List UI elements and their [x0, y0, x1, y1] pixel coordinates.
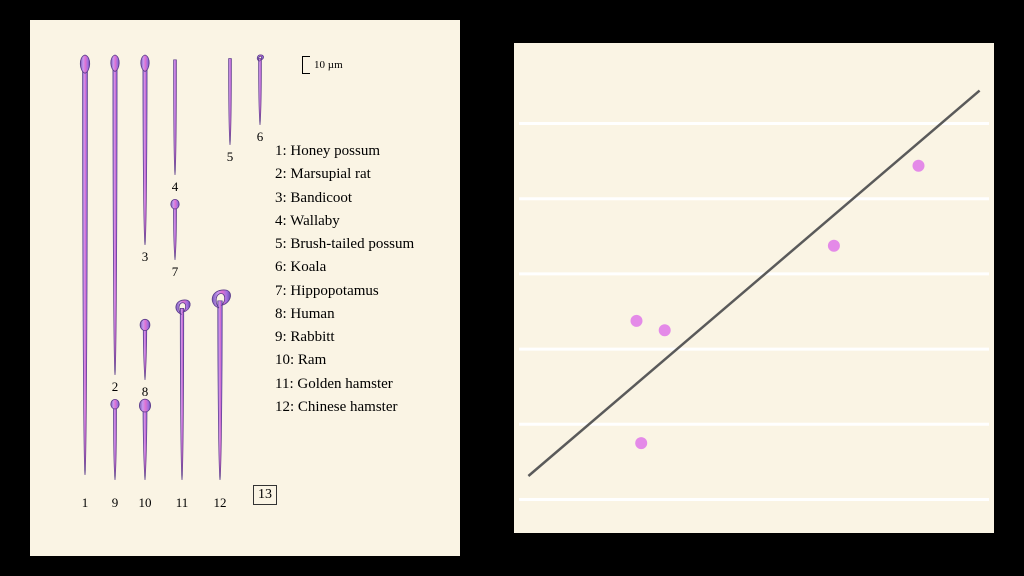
legend-number: 10 — [275, 352, 290, 368]
scatter-point — [631, 315, 643, 327]
legend-name: Bandicoot — [290, 190, 352, 206]
sperm-number-label: 6 — [257, 129, 264, 145]
scale-bar-label: 10 µm — [314, 59, 343, 71]
legend-number: 8 — [275, 306, 283, 322]
sperm-tail — [143, 328, 147, 380]
sperm-number-label: 1 — [82, 495, 89, 511]
sperm-number-label: 3 — [142, 249, 149, 265]
legend-row: 4: Wallaby — [275, 210, 414, 233]
legend-row: 8: Human — [275, 303, 414, 326]
legend-row: 11: Golden hamster — [275, 373, 414, 396]
legend-row: 3: Bandicoot — [275, 187, 414, 210]
sperm-tail — [83, 66, 88, 475]
sperm-tail — [114, 407, 117, 480]
legend-row: 6: Koala — [275, 256, 414, 279]
sperm-number-label: 5 — [227, 149, 234, 165]
sperm-tail — [174, 207, 177, 260]
legend-row: 12: Chinese hamster — [275, 396, 414, 419]
sperm-tail — [180, 308, 184, 480]
legend-row: 1: Honey possum — [275, 140, 414, 163]
legend-name: Marsupial rat — [290, 166, 370, 182]
sperm-head — [80, 55, 89, 73]
sperm-head — [171, 199, 179, 209]
legend-name: Ram — [298, 352, 326, 368]
legend-name: Honey possum — [290, 143, 380, 159]
legend-number: 6 — [275, 259, 283, 275]
legend-number: 4 — [275, 213, 283, 229]
sperm-head — [111, 399, 119, 409]
scale-bar-bracket — [302, 56, 310, 74]
legend-name: Hippopotamus — [290, 283, 378, 299]
sperm-tail — [113, 65, 117, 375]
legend-name: Golden hamster — [297, 376, 392, 392]
legend-number: 12 — [275, 399, 290, 415]
scatter-point — [828, 240, 840, 252]
sperm-head — [212, 290, 230, 308]
sperm-head — [176, 300, 190, 314]
legend-row: 10: Ram — [275, 349, 414, 372]
scatter-point — [659, 324, 671, 336]
sperm-head — [140, 319, 150, 330]
sperm-figure-panel: 10 µm 1: Honey possum2: Marsupial rat3: … — [30, 20, 460, 556]
sperm-tail — [229, 59, 232, 145]
sperm-number-label: 12 — [214, 495, 227, 511]
scatter-point — [635, 437, 647, 449]
sperm-number-label: 2 — [112, 379, 119, 395]
sperm-tail — [218, 301, 223, 480]
legend-row: 2: Marsupial rat — [275, 163, 414, 186]
legend-name: Koala — [290, 259, 326, 275]
sperm-tail — [259, 59, 262, 125]
legend-number: 5 — [275, 236, 283, 252]
regression-line — [528, 91, 979, 476]
sperm-number-label: 7 — [172, 264, 179, 280]
species-legend: 1: Honey possum2: Marsupial rat3: Bandic… — [275, 140, 414, 419]
legend-name: Brush-tailed possum — [290, 236, 414, 252]
sperm-tail — [143, 65, 147, 245]
legend-number: 2 — [275, 166, 283, 182]
label-13: 13 — [253, 485, 277, 505]
legend-name: Human — [290, 306, 334, 322]
sperm-tail — [143, 410, 147, 480]
sperm-head — [139, 399, 150, 412]
legend-number: 3 — [275, 190, 283, 206]
scale-bar: 10 µm — [302, 56, 343, 74]
legend-row: 7: Hippopotamus — [275, 280, 414, 303]
scatter-svg — [514, 43, 994, 533]
sperm-tail — [174, 60, 177, 175]
sperm-head — [141, 55, 149, 71]
scatter-panel — [514, 43, 994, 533]
legend-number: 1 — [275, 143, 283, 159]
legend-row: 9: Rabbitt — [275, 326, 414, 349]
sperm-number-label: 9 — [112, 495, 119, 511]
sperm-head — [111, 55, 119, 71]
sperm-number-label: 8 — [142, 384, 149, 400]
legend-number: 7 — [275, 283, 283, 299]
sperm-number-label: 4 — [172, 179, 179, 195]
legend-row: 5: Brush-tailed possum — [275, 233, 414, 256]
scatter-point — [913, 160, 925, 172]
sperm-head — [257, 55, 263, 61]
legend-name: Chinese hamster — [298, 399, 398, 415]
sperm-number-label: 11 — [176, 495, 189, 511]
legend-number: 9 — [275, 329, 283, 345]
sperm-number-label: 10 — [139, 495, 152, 511]
legend-name: Rabbitt — [290, 329, 334, 345]
legend-number: 11 — [275, 376, 289, 392]
legend-name: Wallaby — [290, 213, 340, 229]
